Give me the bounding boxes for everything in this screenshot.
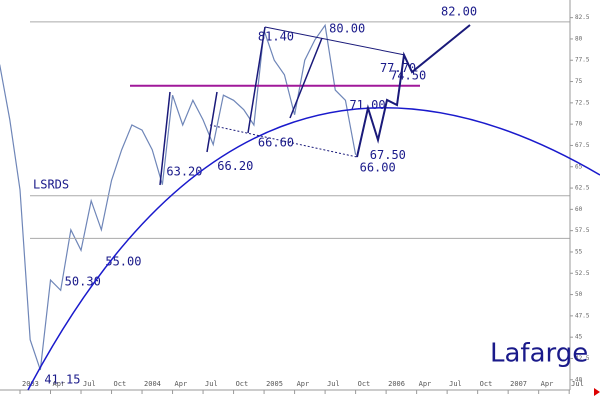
x-tick-label: Jul	[205, 380, 218, 388]
y-tick-label: 52.5	[575, 270, 590, 277]
annotation: 67.50	[370, 148, 406, 162]
x-tick-label: Jul	[327, 380, 340, 388]
y-tick-label: 72.5	[575, 99, 590, 106]
annotation: 66.60	[258, 136, 294, 150]
x-tick-label: Apr	[541, 380, 554, 388]
y-tick-label: 57.5	[575, 227, 590, 234]
x-tick-label: Oct	[236, 380, 249, 388]
annotation: 41.15	[44, 372, 80, 386]
y-tick-label: 80	[575, 35, 583, 42]
y-tick-label: 62.5	[575, 185, 590, 192]
x-tick-label: Jul	[571, 380, 584, 388]
x-tick-label: Apr	[53, 380, 66, 388]
x-tick-label: 2005	[266, 380, 283, 388]
annotation: 77.70	[380, 61, 416, 75]
x-tick-label: Apr	[419, 380, 432, 388]
y-tick-label: 55	[575, 248, 583, 255]
y-tick-label: 40	[575, 376, 583, 383]
y-tick-label: 50	[575, 291, 583, 298]
y-tick-label: 82.5	[575, 14, 590, 21]
arrow-icon	[594, 388, 600, 396]
y-tick-label: 42.5	[575, 355, 590, 362]
annotation: 74.50	[390, 68, 426, 82]
x-tick-label: Apr	[297, 380, 310, 388]
x-tick-label: Oct	[358, 380, 371, 388]
x-tick-label: Jul	[83, 380, 96, 388]
price-line	[0, 23, 357, 371]
y-tick-label: 47.5	[575, 312, 590, 319]
annotation: 82.00	[441, 4, 477, 18]
y-tick-label: 77.5	[575, 57, 590, 64]
support-arc	[27, 107, 600, 391]
y-tick-label: 60	[575, 206, 583, 213]
annotation: 80.00	[329, 21, 365, 35]
x-tick-label: Apr	[175, 380, 188, 388]
swing-lines	[159, 24, 471, 186]
x-tick-label: Oct	[114, 380, 127, 388]
y-tick-label: 75	[575, 78, 583, 85]
y-tick-label: 65	[575, 163, 583, 170]
lsrds-label: LSRDS	[33, 178, 69, 192]
x-tick-label: Jul	[449, 380, 462, 388]
x-tick-label: 2004	[144, 380, 161, 388]
title: Lafarge	[490, 339, 588, 369]
annotation: 66.00	[360, 161, 396, 175]
y-tick-label: 70	[575, 121, 583, 128]
annotation: 66.20	[217, 159, 253, 173]
x-tick-label: 2006	[388, 380, 405, 388]
y-tick-label: 67.5	[575, 142, 590, 149]
x-tick-label: Oct	[480, 380, 493, 388]
x-tick-label: 2007	[510, 380, 527, 388]
annotation: 55.00	[105, 254, 141, 268]
annotation: 63.20	[166, 165, 202, 179]
y-tick-label: 45	[575, 334, 583, 341]
